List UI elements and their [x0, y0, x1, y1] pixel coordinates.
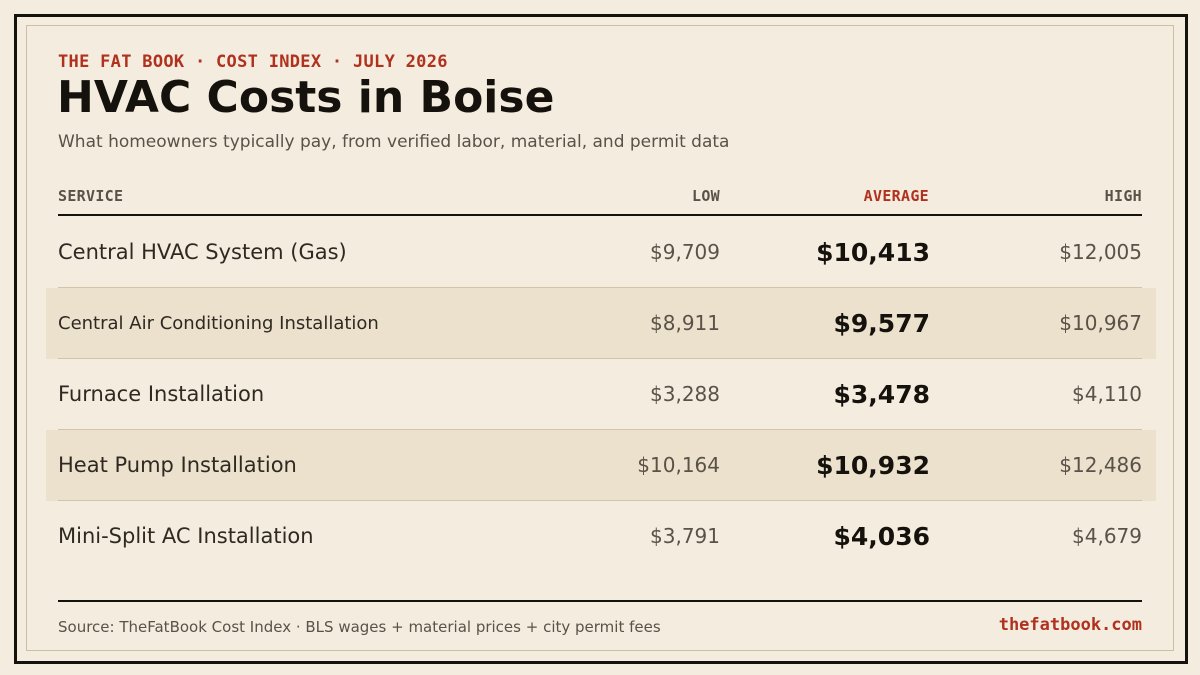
page-subtitle: What homeowners typically pay, from veri… — [58, 132, 730, 152]
high-cost: $12,486 — [1059, 453, 1142, 477]
row-divider — [58, 358, 1142, 359]
table-row: Furnace Installation $3,288 $3,478 $4,11… — [46, 359, 1156, 430]
average-cost: $9,577 — [833, 309, 930, 338]
header-rule — [58, 214, 1142, 216]
low-cost: $9,709 — [650, 240, 720, 264]
service-name: Central Air Conditioning Installation — [58, 313, 379, 334]
high-cost: $10,967 — [1059, 311, 1142, 335]
column-header-average: AVERAGE — [863, 187, 929, 205]
table-row: Central Air Conditioning Installation $8… — [46, 288, 1156, 359]
low-cost: $3,288 — [650, 382, 720, 406]
average-cost: $10,413 — [816, 238, 930, 267]
high-cost: $12,005 — [1059, 240, 1142, 264]
table-row: Mini-Split AC Installation $3,791 $4,036… — [46, 501, 1156, 572]
low-cost: $10,164 — [637, 453, 720, 477]
high-cost: $4,110 — [1072, 382, 1142, 406]
average-cost: $4,036 — [833, 522, 930, 551]
brand-link[interactable]: thefatbook.com — [998, 615, 1142, 635]
average-cost: $3,478 — [833, 380, 930, 409]
column-header-low: LOW — [692, 187, 720, 205]
footer-rule — [58, 600, 1142, 602]
low-cost: $8,911 — [650, 311, 720, 335]
outer-frame — [14, 14, 1188, 664]
service-name: Heat Pump Installation — [58, 453, 297, 477]
table-row: Central HVAC System (Gas) $9,709 $10,413… — [46, 217, 1156, 288]
page-title: HVAC Costs in Boise — [57, 72, 555, 123]
high-cost: $4,679 — [1072, 524, 1142, 548]
service-name: Central HVAC System (Gas) — [58, 240, 347, 264]
eyebrow-label: THE FAT BOOK · COST INDEX · JULY 2026 — [58, 52, 448, 72]
service-name: Mini-Split AC Installation — [58, 524, 314, 548]
row-divider — [58, 429, 1142, 430]
row-divider — [58, 500, 1142, 501]
row-divider — [58, 287, 1142, 288]
service-name: Furnace Installation — [58, 382, 265, 406]
table-row: Heat Pump Installation $10,164 $10,932 $… — [46, 430, 1156, 501]
source-note: Source: TheFatBook Cost Index · BLS wage… — [58, 618, 661, 636]
low-cost: $3,791 — [650, 524, 720, 548]
average-cost: $10,932 — [816, 451, 930, 480]
column-header-high: HIGH — [1104, 187, 1142, 205]
column-header-service: SERVICE — [58, 187, 124, 205]
inner-frame — [26, 25, 1174, 651]
